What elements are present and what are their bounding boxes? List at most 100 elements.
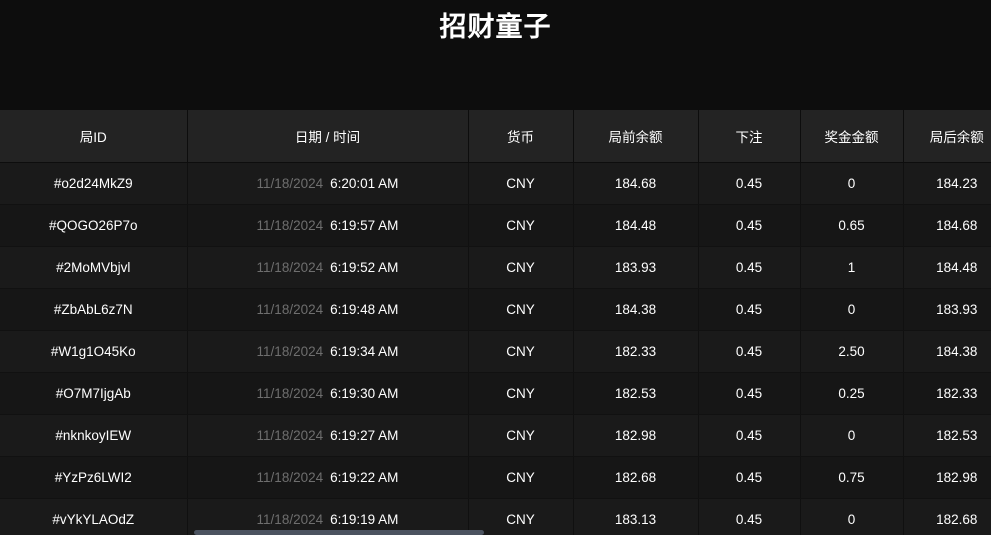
cell-balance-after: 182.53 <box>903 414 991 457</box>
table-row[interactable]: #o2d24MkZ9 11/18/2024 6:20:01 AM CNY 184.68 0… <box>0 162 991 205</box>
cell-date: 11/18/2024 <box>256 511 324 527</box>
cell-win-amount: 0.65 <box>800 204 904 247</box>
cell-win-amount: 0 <box>800 288 904 331</box>
table-row[interactable]: #2MoMVbjvl 11/18/2024 6:19:52 AM CNY 183.93 0… <box>0 246 991 289</box>
cell-round-id: #QOGO26P7o <box>0 204 188 247</box>
table-row[interactable]: #vYkYLAOdZ 11/18/2024 6:19:19 AM CNY 183.13 0… <box>0 498 991 535</box>
cell-date: 11/18/2024 <box>256 301 324 317</box>
table-body: #o2d24MkZ9 11/18/2024 6:20:01 AM CNY 184.68 0… <box>0 162 991 535</box>
cell-balance-after: 184.38 <box>903 330 991 373</box>
cell-balance-before: 184.38 <box>573 288 699 331</box>
cell-balance-before: 183.93 <box>573 246 699 289</box>
cell-win-amount: 0 <box>800 498 904 535</box>
cell-round-id: #W1g1O45Ko <box>0 330 188 373</box>
column-header-round-id[interactable]: 局ID <box>0 110 188 163</box>
cell-datetime: 11/18/2024 6:19:48 AM <box>187 288 469 331</box>
column-header-datetime[interactable]: 日期 / 时间 <box>187 110 469 163</box>
cell-balance-after: 182.98 <box>903 456 991 499</box>
table-row[interactable]: #YzPz6LWI2 11/18/2024 6:19:22 AM CNY 182.68 0… <box>0 456 991 499</box>
cell-time: 6:19:22 AM <box>330 469 399 485</box>
table-header: 局ID 日期 / 时间 货币 局前余额 下注 奖金金额 局后余额 <box>0 110 991 163</box>
cell-bet: 0.45 <box>698 456 801 499</box>
cell-time: 6:19:19 AM <box>330 511 399 527</box>
cell-bet: 0.45 <box>698 414 801 457</box>
cell-datetime: 11/18/2024 6:19:34 AM <box>187 330 469 373</box>
cell-time: 6:19:27 AM <box>330 427 399 443</box>
cell-date: 11/18/2024 <box>256 217 324 233</box>
cell-round-id: #o2d24MkZ9 <box>0 162 188 205</box>
title-bar: 招财童子 <box>0 0 991 110</box>
cell-balance-after: 183.93 <box>903 288 991 331</box>
table-row[interactable]: #QOGO26P7o 11/18/2024 6:19:57 AM CNY 184.48 0… <box>0 204 991 247</box>
cell-time: 6:19:34 AM <box>330 343 399 359</box>
cell-round-id: #O7M7IjgAb <box>0 372 188 415</box>
table-row[interactable]: #ZbAbL6z7N 11/18/2024 6:19:48 AM CNY 184.38 0… <box>0 288 991 331</box>
cell-currency: CNY <box>468 456 574 499</box>
cell-bet: 0.45 <box>698 204 801 247</box>
page-title: 招财童子 <box>439 12 552 42</box>
cell-bet: 0.45 <box>698 162 801 205</box>
table-row[interactable]: #W1g1O45Ko 11/18/2024 6:19:34 AM CNY 182.33 0… <box>0 330 991 373</box>
cell-date: 11/18/2024 <box>256 385 324 401</box>
cell-round-id: #nknkoyIEW <box>0 414 188 457</box>
cell-balance-before: 182.98 <box>573 414 699 457</box>
cell-win-amount: 0.75 <box>800 456 904 499</box>
cell-round-id: #ZbAbL6z7N <box>0 288 188 331</box>
cell-balance-before: 182.68 <box>573 456 699 499</box>
table-header-row: 局ID 日期 / 时间 货币 局前余额 下注 奖金金额 局后余额 <box>0 110 991 163</box>
cell-currency: CNY <box>468 414 574 457</box>
cell-bet: 0.45 <box>698 498 801 535</box>
cell-datetime: 11/18/2024 6:20:01 AM <box>187 162 469 205</box>
cell-datetime: 11/18/2024 6:19:57 AM <box>187 204 469 247</box>
game-history-table: 局ID 日期 / 时间 货币 局前余额 下注 奖金金额 局后余额 #o2d24M… <box>0 110 991 535</box>
cell-currency: CNY <box>468 330 574 373</box>
cell-balance-before: 184.68 <box>573 162 699 205</box>
cell-balance-after: 182.68 <box>903 498 991 535</box>
cell-balance-before: 182.33 <box>573 330 699 373</box>
cell-balance-before: 183.13 <box>573 498 699 535</box>
cell-currency: CNY <box>468 288 574 331</box>
cell-balance-after: 184.48 <box>903 246 991 289</box>
cell-currency: CNY <box>468 204 574 247</box>
column-header-bet[interactable]: 下注 <box>698 110 801 163</box>
cell-win-amount: 2.50 <box>800 330 904 373</box>
cell-balance-before: 184.48 <box>573 204 699 247</box>
cell-date: 11/18/2024 <box>256 259 324 275</box>
cell-currency: CNY <box>468 246 574 289</box>
cell-datetime: 11/18/2024 6:19:30 AM <box>187 372 469 415</box>
cell-time: 6:19:57 AM <box>330 217 399 233</box>
horizontal-scrollbar[interactable] <box>0 530 991 535</box>
cell-date: 11/18/2024 <box>256 343 324 359</box>
cell-win-amount: 0 <box>800 414 904 457</box>
cell-time: 6:19:52 AM <box>330 259 399 275</box>
cell-datetime: 11/18/2024 6:19:27 AM <box>187 414 469 457</box>
cell-time: 6:19:30 AM <box>330 385 399 401</box>
horizontal-scrollbar-thumb[interactable] <box>194 530 484 535</box>
cell-balance-after: 184.23 <box>903 162 991 205</box>
column-header-balance-after[interactable]: 局后余额 <box>903 110 991 163</box>
history-table-scroll-container[interactable]: 局ID 日期 / 时间 货币 局前余额 下注 奖金金额 局后余额 #o2d24M… <box>0 110 991 535</box>
cell-bet: 0.45 <box>698 372 801 415</box>
cell-date: 11/18/2024 <box>256 469 324 485</box>
cell-currency: CNY <box>468 372 574 415</box>
cell-date: 11/18/2024 <box>256 427 324 443</box>
cell-bet: 0.45 <box>698 246 801 289</box>
cell-balance-after: 182.33 <box>903 372 991 415</box>
cell-datetime: 11/18/2024 6:19:22 AM <box>187 456 469 499</box>
cell-time: 6:19:48 AM <box>330 301 399 317</box>
cell-win-amount: 1 <box>800 246 904 289</box>
column-header-currency[interactable]: 货币 <box>468 110 574 163</box>
cell-round-id: #vYkYLAOdZ <box>0 498 188 535</box>
cell-win-amount: 0 <box>800 162 904 205</box>
cell-round-id: #YzPz6LWI2 <box>0 456 188 499</box>
cell-datetime: 11/18/2024 6:19:19 AM <box>187 498 469 535</box>
table-row[interactable]: #O7M7IjgAb 11/18/2024 6:19:30 AM CNY 182.53 0… <box>0 372 991 415</box>
cell-bet: 0.45 <box>698 330 801 373</box>
column-header-balance-before[interactable]: 局前余额 <box>573 110 699 163</box>
cell-bet: 0.45 <box>698 288 801 331</box>
cell-round-id: #2MoMVbjvl <box>0 246 188 289</box>
cell-date: 11/18/2024 <box>256 175 324 191</box>
column-header-win-amount[interactable]: 奖金金额 <box>800 110 904 163</box>
table-row[interactable]: #nknkoyIEW 11/18/2024 6:19:27 AM CNY 182.98 0… <box>0 414 991 457</box>
